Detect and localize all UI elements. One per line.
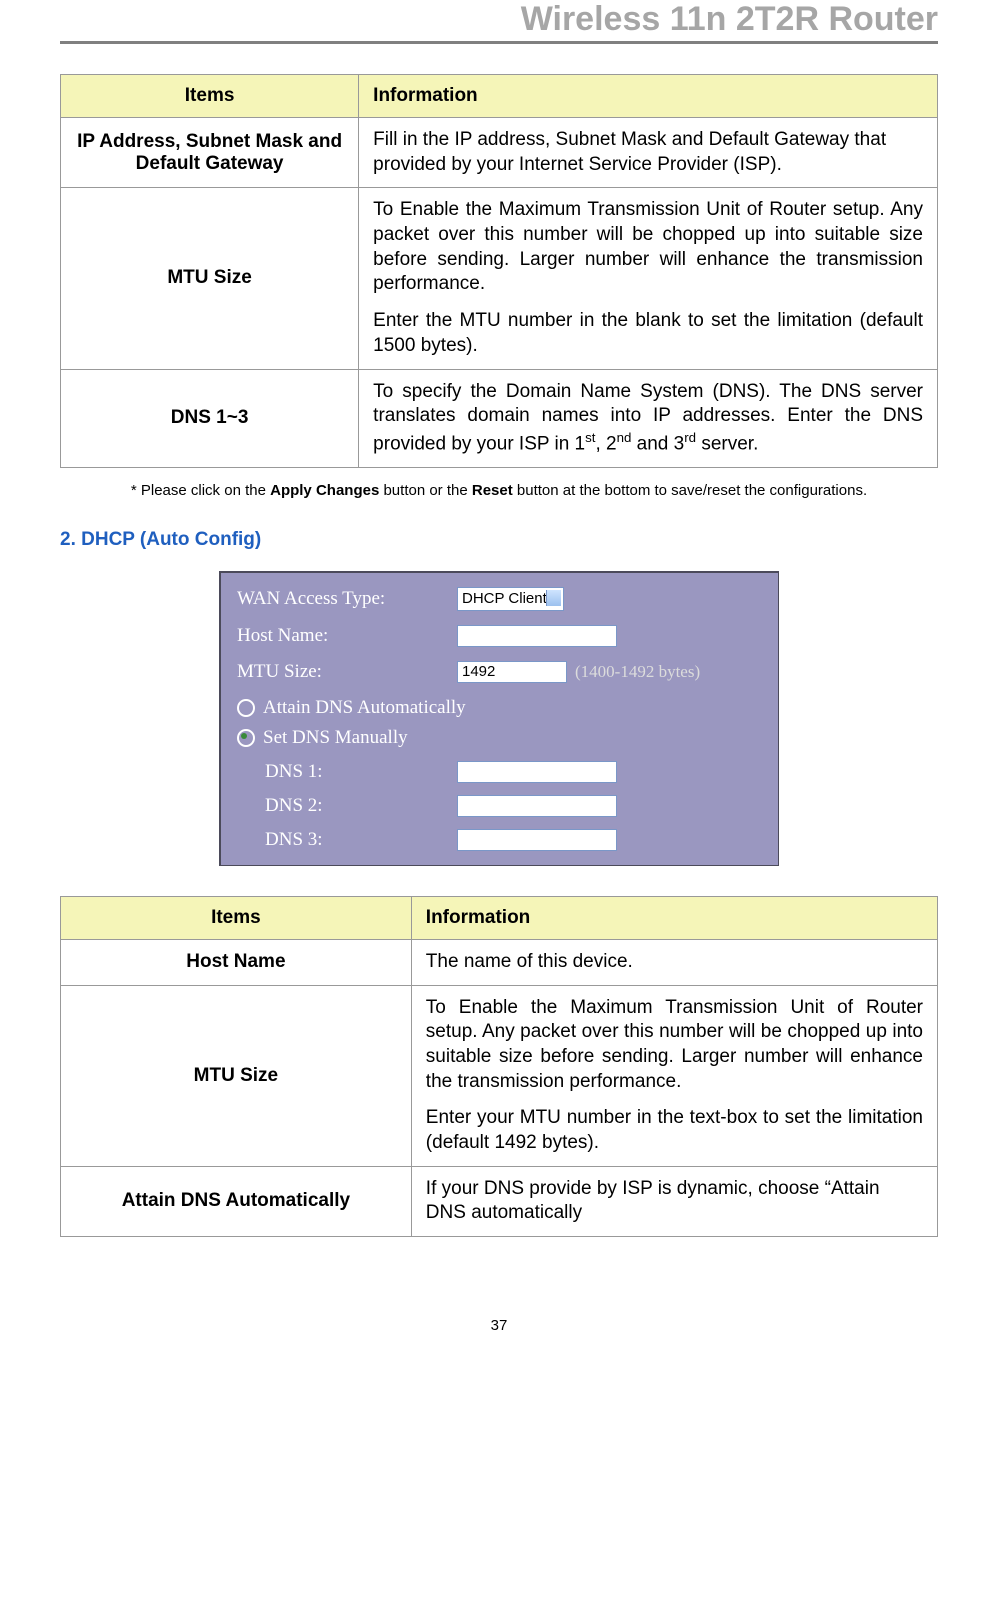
dhcp-table: Items Information Host Name The name of … xyxy=(60,896,938,1237)
table1-row0-info: Fill in the IP address, Subnet Mask and … xyxy=(359,118,938,188)
table2-row1-info: To Enable the Maximum Transmission Unit … xyxy=(411,985,937,1166)
static-ip-table: Items Information IP Address, Subnet Mas… xyxy=(60,74,938,468)
footnote-mid: button or the xyxy=(379,482,472,499)
table2-row0-item: Host Name xyxy=(61,939,412,985)
dns1-input[interactable] xyxy=(457,761,617,783)
page-number: 37 xyxy=(60,1317,938,1334)
table-row: DNS 1~3 To specify the Domain Name Syste… xyxy=(61,369,938,467)
dns3-input[interactable] xyxy=(457,829,617,851)
table1-row1-item: MTU Size xyxy=(61,188,359,369)
table-row: Attain DNS Automatically If your DNS pro… xyxy=(61,1166,938,1236)
table-row: MTU Size To Enable the Maximum Transmiss… xyxy=(61,985,938,1166)
dns2-input[interactable] xyxy=(457,795,617,817)
dns2-label: DNS 2: xyxy=(265,795,457,817)
footnote: * Please click on the Apply Changes butt… xyxy=(60,482,938,499)
table2-row2-item: Attain DNS Automatically xyxy=(61,1166,412,1236)
set-dns-label: Set DNS Manually xyxy=(263,727,408,749)
footnote-bold1: Apply Changes xyxy=(270,482,379,499)
table1-row2-item: DNS 1~3 xyxy=(61,369,359,467)
table1-row0-item: IP Address, Subnet Mask and Default Gate… xyxy=(61,118,359,188)
wan-access-type-select[interactable]: DHCP Client xyxy=(457,587,564,611)
table-row: IP Address, Subnet Mask and Default Gate… xyxy=(61,118,938,188)
table2-row1-item: MTU Size xyxy=(61,985,412,1166)
attain-dns-radio[interactable] xyxy=(237,699,255,717)
table2-header-info: Information xyxy=(411,896,937,939)
table1-row2-info: To specify the Domain Name System (DNS).… xyxy=(359,369,938,467)
dns1-label: DNS 1: xyxy=(265,761,457,783)
mtu-size-label: MTU Size: xyxy=(237,661,457,683)
table2-header-items: Items xyxy=(61,896,412,939)
footnote-suffix: button at the bottom to save/reset the c… xyxy=(513,482,867,499)
dhcp-config-panel: WAN Access Type: DHCP Client Host Name: … xyxy=(219,571,779,866)
table-row: Host Name The name of this device. xyxy=(61,939,938,985)
footnote-prefix: * Please click on the xyxy=(131,482,270,499)
host-name-input[interactable] xyxy=(457,625,617,647)
footnote-bold2: Reset xyxy=(472,482,513,499)
mtu-size-input[interactable]: 1492 xyxy=(457,661,567,683)
host-name-label: Host Name: xyxy=(237,625,457,647)
table1-row1-info: To Enable the Maximum Transmission Unit … xyxy=(359,188,938,369)
wan-access-type-label: WAN Access Type: xyxy=(237,588,457,610)
page-header-title: Wireless 11n 2T2R Router xyxy=(60,0,938,44)
table2-row0-info: The name of this device. xyxy=(411,939,937,985)
table2-row2-info: If your DNS provide by ISP is dynamic, c… xyxy=(411,1166,937,1236)
mtu-size-hint: (1400-1492 bytes) xyxy=(575,662,700,682)
attain-dns-label: Attain DNS Automatically xyxy=(263,697,466,719)
table1-header-items: Items xyxy=(61,75,359,118)
table-row: MTU Size To Enable the Maximum Transmiss… xyxy=(61,188,938,369)
table1-header-info: Information xyxy=(359,75,938,118)
section-heading-dhcp: 2. DHCP (Auto Config) xyxy=(60,529,938,551)
set-dns-radio[interactable] xyxy=(237,729,255,747)
dns3-label: DNS 3: xyxy=(265,829,457,851)
